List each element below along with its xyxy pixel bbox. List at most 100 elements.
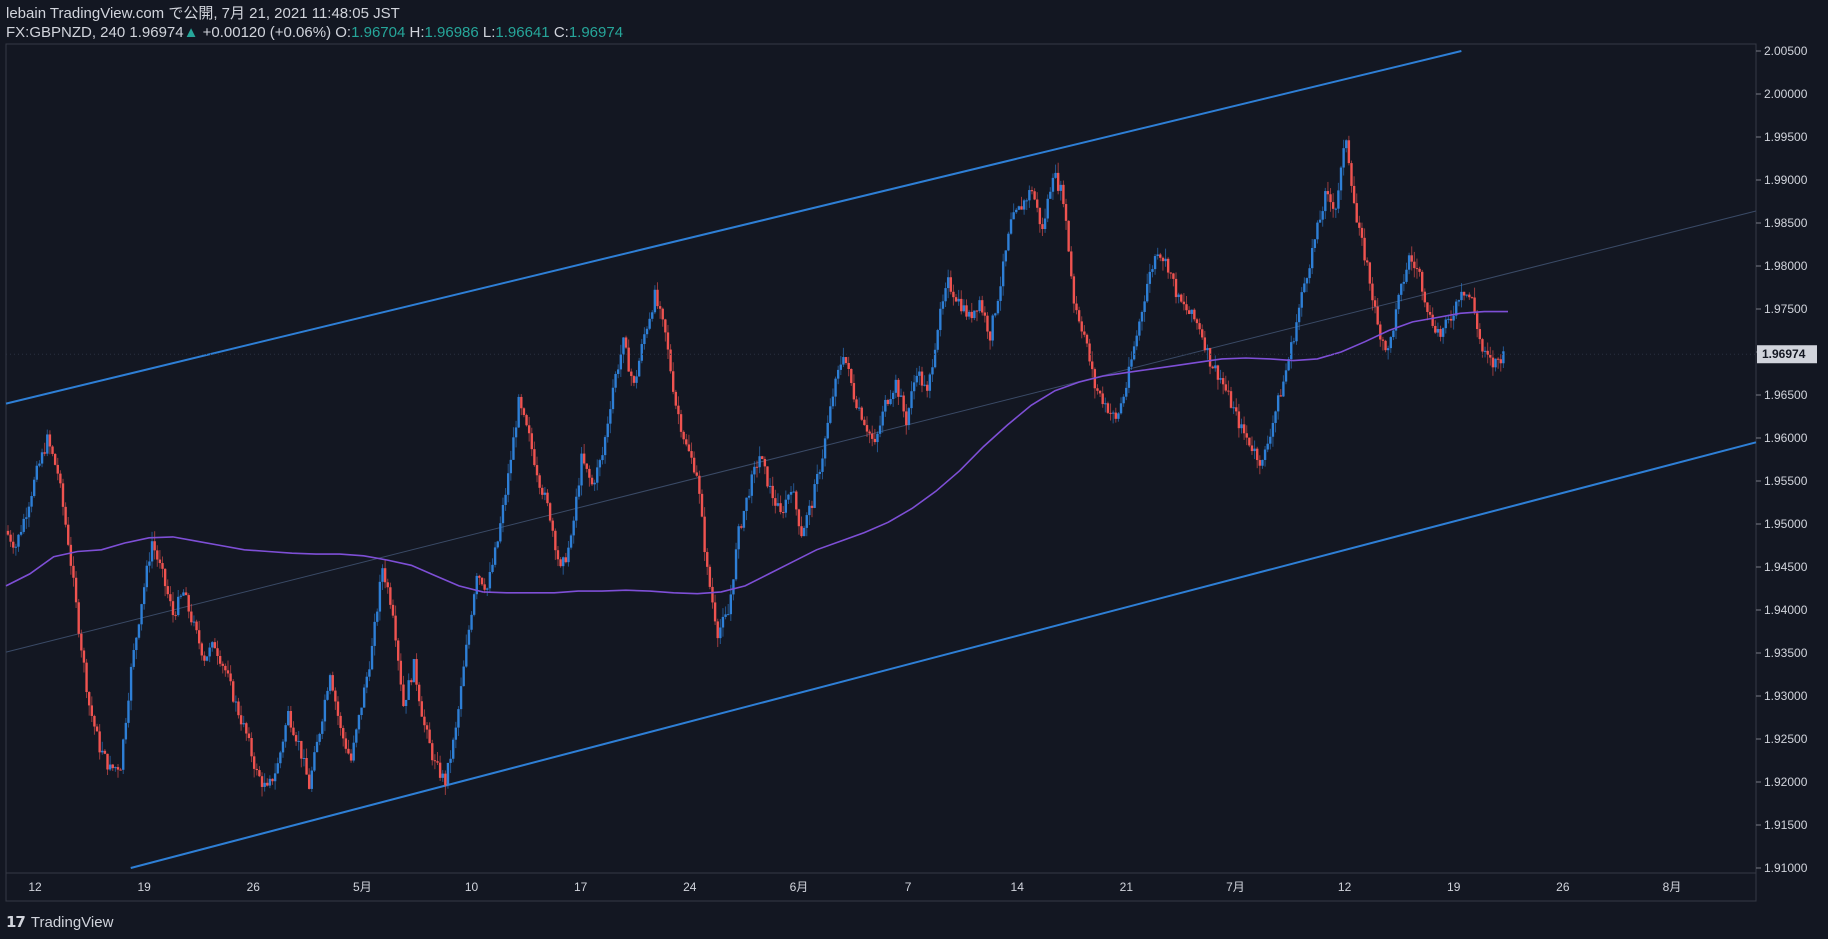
candle-body — [1405, 269, 1408, 282]
candle-body — [1329, 194, 1332, 203]
candle-body — [35, 465, 39, 480]
candle-body — [1284, 370, 1288, 382]
price-axis[interactable]: 2.00500 2.00000 1.99500 1.99000 1.98500 1.980… — [1756, 44, 1808, 875]
candle-body — [192, 621, 196, 623]
candle-body — [593, 482, 596, 485]
candle-body — [685, 439, 688, 445]
candle-body — [32, 479, 36, 497]
candle-body — [1371, 283, 1374, 301]
candle-body — [857, 407, 861, 409]
candle-body — [944, 288, 947, 302]
candle-body — [449, 758, 452, 763]
candle-body — [271, 778, 274, 782]
candle-body — [588, 468, 591, 478]
candle-body — [606, 423, 609, 438]
candle-body — [884, 399, 887, 412]
candle-body — [436, 761, 439, 763]
brand-name: TradingView — [30, 913, 114, 931]
candle-body — [711, 586, 714, 603]
candle-body — [101, 750, 104, 753]
candle-body — [747, 495, 751, 498]
candle-body — [467, 629, 471, 645]
candle-body — [452, 739, 455, 759]
candle-body — [517, 396, 520, 428]
candle-body — [61, 483, 65, 507]
candle-body — [1146, 283, 1149, 302]
candle-body — [499, 523, 502, 542]
candle-body — [878, 425, 882, 434]
candle-body — [575, 496, 578, 521]
candle-body — [266, 782, 269, 786]
candle-body — [1462, 291, 1466, 296]
candle-body — [758, 456, 761, 468]
candle-body — [305, 757, 308, 775]
candle-body — [541, 487, 544, 495]
chart-header: lebain TradingView.com で公開, 7月 21, 2021 … — [6, 4, 623, 42]
candle-body — [789, 492, 793, 495]
ma-line — [5, 310, 1508, 595]
candle-body — [923, 384, 926, 386]
candle-body — [302, 757, 306, 759]
candle-body — [755, 466, 759, 468]
channel-lines[interactable] — [5, 50, 1757, 869]
candle-body — [1415, 268, 1419, 270]
candle-body — [116, 767, 120, 770]
candle-body — [1334, 208, 1337, 210]
candle-body — [850, 368, 853, 384]
candle-body — [1483, 350, 1487, 352]
candle-body — [1486, 350, 1489, 355]
time-tick-label: 7月 — [1226, 880, 1245, 894]
candle-body — [6, 530, 10, 535]
candle-body — [1036, 199, 1039, 208]
candle-body — [365, 676, 368, 688]
candle-body — [87, 692, 91, 706]
candle-body — [1311, 247, 1314, 269]
channel-lower-line[interactable] — [130, 441, 1757, 869]
candle-body — [334, 690, 337, 702]
time-tick-label: 14 — [1011, 880, 1025, 894]
candle-body — [509, 459, 513, 474]
candle-body — [1022, 200, 1026, 210]
candle-body — [362, 687, 366, 708]
candle-body — [1119, 403, 1123, 414]
candle-body — [258, 770, 261, 777]
candle-body — [1174, 278, 1178, 298]
candle-body — [852, 383, 856, 400]
candle-body — [1109, 412, 1112, 414]
candle-body — [669, 349, 672, 372]
candle-body — [708, 566, 712, 587]
candle-body — [213, 642, 217, 649]
candle-body — [981, 300, 984, 313]
ohlc-legend: FX:GBPNZD, 240 1.96974▲ +0.00120 (+0.06%… — [6, 23, 623, 42]
candle-body — [368, 669, 371, 677]
candle-body — [465, 644, 468, 667]
candle-body — [740, 526, 743, 528]
candle-body — [1140, 311, 1144, 322]
candle-body — [1106, 403, 1110, 413]
candle-body — [865, 425, 869, 432]
candle-body — [580, 453, 583, 486]
channel-upper-line[interactable] — [5, 50, 1462, 405]
candle-body — [1056, 172, 1060, 191]
candle-body — [1062, 184, 1065, 205]
candle-body — [933, 349, 937, 368]
candle-body — [122, 739, 125, 770]
candle-body — [237, 701, 240, 716]
candle-body — [1468, 294, 1471, 298]
candle-body — [805, 515, 808, 528]
candle-body — [1321, 211, 1324, 220]
candle-body — [931, 367, 934, 375]
candle-body — [1444, 319, 1447, 329]
candle-body — [1033, 191, 1036, 200]
candle-body — [1250, 445, 1254, 452]
time-tick-label: 26 — [1556, 880, 1570, 894]
candle-body — [268, 778, 272, 786]
low-label: L: — [482, 24, 496, 41]
candle-body — [1358, 222, 1361, 228]
candle-body — [999, 286, 1002, 301]
candle-body — [991, 315, 994, 341]
time-axis[interactable]: 12 19 26 5月 10 17 24 6月 7 14 21 7月 12 19 26 8月 — [28, 880, 1681, 894]
candle-body — [142, 587, 146, 605]
candle-body — [433, 760, 437, 762]
